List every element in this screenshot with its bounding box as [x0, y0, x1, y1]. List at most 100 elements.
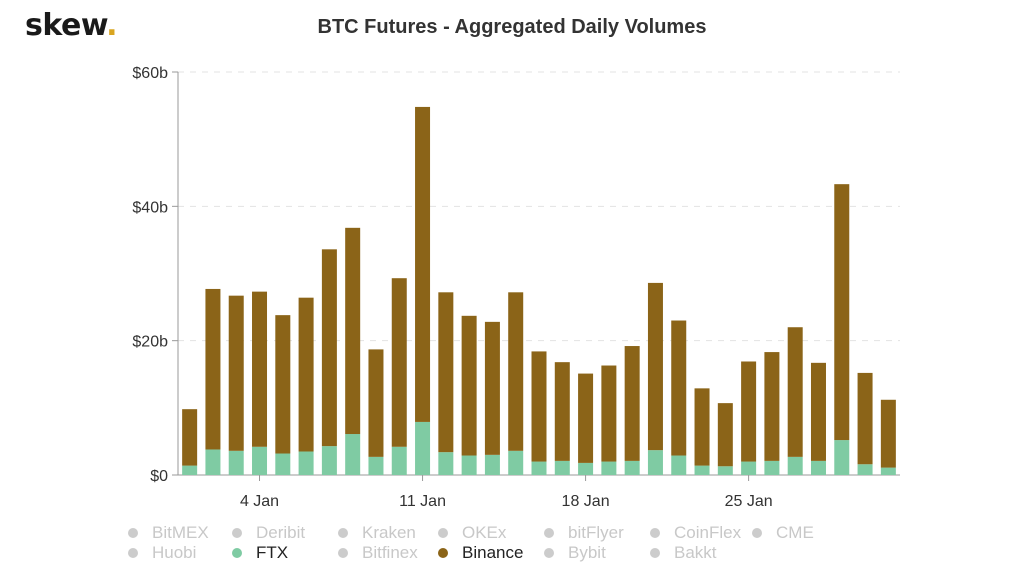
legend-swatch [438, 528, 448, 538]
bar-binance [298, 297, 314, 452]
bar-binance [228, 295, 244, 451]
bar-ftx [694, 465, 710, 475]
bar-binance [182, 409, 198, 466]
legend-label: CoinFlex [674, 523, 742, 542]
bar-ftx [275, 453, 291, 475]
bar-binance [810, 362, 826, 461]
bar-binance [252, 291, 268, 447]
bar-ftx [717, 466, 733, 475]
legend-item-ftx[interactable]: FTX [232, 543, 288, 563]
x-tick-label: 11 Jan [399, 493, 446, 510]
legend-label: Bitfinex [362, 543, 418, 562]
legend-label: Huobi [152, 543, 197, 562]
y-tick-label: $40b [132, 199, 168, 216]
legend-label: BitMEX [152, 523, 209, 542]
bar-binance [345, 227, 361, 435]
bar-ftx [415, 421, 431, 475]
legend-swatch [232, 548, 242, 558]
bar-ftx [601, 461, 617, 475]
bar-ftx [228, 450, 244, 475]
legend-item-coinflex[interactable]: CoinFlex [650, 523, 741, 543]
legend-label: bitFlyer [568, 523, 624, 542]
legend-label: Bybit [568, 543, 606, 562]
bar-binance [554, 362, 570, 461]
x-tick-label: 4 Jan [240, 493, 279, 510]
bar-ftx [508, 450, 524, 475]
legend-swatch [650, 548, 660, 558]
bar-ftx [438, 452, 454, 475]
bar-ftx [484, 454, 500, 475]
bar-ftx [810, 460, 826, 475]
bar-ftx [880, 467, 896, 475]
bar-ftx [345, 434, 361, 475]
legend-swatch [232, 528, 242, 538]
bar-binance [647, 282, 663, 451]
bar-binance [205, 288, 221, 450]
legend-swatch [544, 548, 554, 558]
legend-label: Kraken [362, 523, 416, 542]
legend-swatch [128, 528, 138, 538]
x-tick-label: 25 Jan [725, 493, 773, 510]
legend-item-bakkt[interactable]: Bakkt [650, 543, 717, 563]
bar-ftx [391, 446, 407, 475]
legend-item-binance[interactable]: Binance [438, 543, 523, 563]
bar-binance [671, 320, 687, 456]
legend-swatch [438, 548, 448, 558]
bar-binance [834, 184, 850, 441]
bar-binance [578, 373, 594, 463]
bar-binance [880, 399, 896, 468]
bar-binance [461, 315, 477, 456]
bar-binance [694, 388, 710, 466]
bar-binance [624, 346, 640, 461]
bar-binance [741, 361, 757, 462]
bar-ftx [578, 462, 594, 475]
legend-item-bitflyer[interactable]: bitFlyer [544, 523, 624, 543]
legend-swatch [650, 528, 660, 538]
bar-binance [508, 292, 524, 451]
legend-item-kraken[interactable]: Kraken [338, 523, 416, 543]
bar-ftx [671, 455, 687, 475]
bar-ftx [647, 450, 663, 475]
bar-binance [717, 403, 733, 467]
bar-binance [787, 327, 803, 457]
legend-item-bitmex[interactable]: BitMEX [128, 523, 209, 543]
bar-binance [764, 352, 780, 461]
y-tick-label: $60b [132, 65, 168, 82]
legend-item-deribit[interactable]: Deribit [232, 523, 305, 543]
legend-label: OKEx [462, 523, 507, 542]
legend-item-huobi[interactable]: Huobi [128, 543, 196, 563]
bar-binance [857, 372, 873, 465]
bar-ftx [205, 449, 221, 475]
bar-binance [391, 278, 407, 447]
bar-ftx [298, 451, 314, 475]
bar-ftx [368, 456, 384, 475]
legend-label: Bakkt [674, 543, 717, 562]
bar-ftx [554, 460, 570, 475]
bar-ftx [252, 446, 268, 475]
bar-ftx [531, 461, 547, 475]
legend-swatch [752, 528, 762, 538]
legend-item-bybit[interactable]: Bybit [544, 543, 606, 563]
bar-ftx [764, 460, 780, 475]
legend-label: Deribit [256, 523, 306, 542]
legend-item-okex[interactable]: OKEx [438, 523, 506, 543]
legend-swatch [338, 528, 348, 538]
legend-swatch [338, 548, 348, 558]
x-tick-label: 18 Jan [562, 493, 610, 510]
legend-swatch [128, 548, 138, 558]
legend-item-cme[interactable]: CME [752, 523, 814, 543]
bar-binance [531, 351, 547, 462]
bar-binance [438, 292, 454, 453]
bar-ftx [182, 465, 198, 475]
bar-ftx [857, 464, 873, 475]
bar-binance [368, 349, 384, 457]
chart-title: BTC Futures - Aggregated Daily Volumes [317, 16, 707, 38]
bar-binance [601, 365, 617, 462]
y-tick-label: $0 [150, 468, 168, 485]
bar-ftx [787, 456, 803, 475]
legend-item-bitfinex[interactable]: Bitfinex [338, 543, 418, 563]
legend-label: Binance [462, 543, 524, 562]
bar-binance [484, 321, 500, 455]
bar-binance [275, 315, 291, 454]
